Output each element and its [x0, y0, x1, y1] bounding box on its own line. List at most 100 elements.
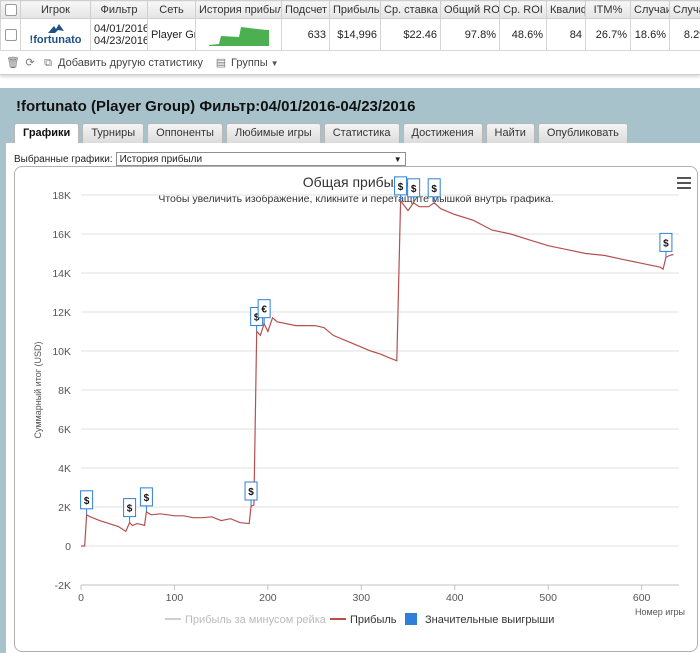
- x-tick-label: 200: [259, 592, 277, 604]
- stats-header-row: Игрок Фильтр Сеть История прибыли Подсче…: [0, 0, 700, 19]
- player-logo: !fortunato: [24, 23, 87, 46]
- page-title: !fortunato (Player Group) Фильтр:04/01/2…: [16, 98, 416, 115]
- big-win-flag-symbol: $: [411, 184, 417, 195]
- y-tick-label: 18K: [52, 190, 71, 202]
- y-tick-label: -2K: [55, 580, 71, 592]
- col-header-itm[interactable]: ITM%: [585, 0, 631, 19]
- chart-menu-button[interactable]: [677, 177, 691, 189]
- legend-swatch: [405, 613, 417, 625]
- col-header-avg-roi[interactable]: Ср. ROI: [499, 0, 547, 19]
- cases-cell: 18.6%: [630, 18, 670, 51]
- tab-bar: Графики Турниры Оппоненты Любимые игры С…: [14, 123, 631, 144]
- table-row[interactable]: !fortunato 04/01/2016 - 04/23/2016 Playe…: [0, 18, 700, 51]
- col-header-player[interactable]: Игрок: [20, 0, 91, 19]
- big-win-flag-symbol: $: [431, 184, 437, 195]
- filter-cell: 04/01/2016 - 04/23/2016: [90, 18, 148, 51]
- avg-roi-cell: 48.6%: [499, 18, 547, 51]
- big-win-flag: [659, 232, 673, 252]
- col-header-filter[interactable]: Фильтр: [90, 0, 148, 19]
- network-cell: Player Gr: [147, 18, 196, 51]
- profit-chart[interactable]: Общая прибыль Чтобы увеличить изображение…: [14, 166, 698, 652]
- col-header-cases[interactable]: Случаи: [630, 0, 670, 19]
- player-logo-text: !fortunato: [29, 34, 82, 46]
- refresh-icon[interactable]: ⟳: [25, 57, 35, 69]
- big-win-flag: [394, 176, 408, 196]
- tab-favorite-games[interactable]: Любимые игры: [225, 123, 321, 143]
- tab-publish[interactable]: Опубликовать: [537, 123, 628, 143]
- chart-select-label: Выбранные графики:: [14, 153, 113, 165]
- row-checkbox[interactable]: [0, 18, 21, 51]
- qualif-cell: 84: [546, 18, 586, 51]
- big-win-flag-symbol: $: [663, 238, 669, 249]
- itm-cell: 26.7%: [585, 18, 631, 51]
- y-axis-label: Суммарный итог (USD): [33, 341, 43, 438]
- col-header-total-roi[interactable]: Общий ROI: [440, 0, 500, 19]
- stats-table: Игрок Фильтр Сеть История прибыли Подсче…: [0, 0, 700, 51]
- big-win-flag: [257, 299, 271, 319]
- groups-dropdown[interactable]: Группы: [231, 57, 268, 69]
- x-tick-label: 400: [446, 592, 464, 604]
- big-win-flag: [123, 498, 137, 518]
- y-tick-label: 10K: [52, 346, 71, 358]
- big-win-flag: [139, 487, 153, 507]
- big-win-flag-symbol: $: [144, 493, 150, 504]
- chevron-down-icon[interactable]: ▼: [270, 58, 279, 68]
- y-tick-label: 6K: [58, 424, 71, 436]
- col-header-profit-history[interactable]: История прибыли: [195, 0, 282, 19]
- add-stats-icon[interactable]: ⧉: [44, 57, 52, 69]
- x-tick-label: 500: [539, 592, 557, 604]
- x-tick-label: 600: [633, 592, 651, 604]
- cases-cell-2: 8.2%: [669, 18, 700, 51]
- chart-select-value: История прибыли: [119, 153, 203, 165]
- x-tick-label: 300: [353, 592, 371, 604]
- stats-toolbar: 🗑 ⟳ ⧉ Добавить другую статистику ▤ Групп…: [0, 54, 700, 72]
- x-tick-label: 0: [78, 592, 84, 604]
- tab-find[interactable]: Найти: [485, 123, 535, 143]
- col-header-cases-2[interactable]: Случаи: [669, 0, 700, 19]
- col-header-count[interactable]: Подсчет: [281, 0, 330, 19]
- legend-item: Прибыль: [350, 614, 397, 626]
- tab-charts[interactable]: Графики: [14, 123, 80, 144]
- col-header-network[interactable]: Сеть: [147, 0, 196, 19]
- filter-from: 04/01/2016 -: [94, 22, 148, 35]
- big-win-flag-symbol: $: [254, 313, 260, 324]
- y-tick-label: 0: [65, 541, 71, 553]
- x-tick-label: 100: [166, 592, 184, 604]
- y-tick-label: 12K: [52, 307, 71, 319]
- filter-to: 04/23/2016: [94, 34, 148, 47]
- y-tick-label: 4K: [58, 463, 71, 475]
- profit-cell: $14,996: [329, 18, 381, 51]
- count-cell: 633: [281, 18, 330, 51]
- col-header-qualif[interactable]: Квалиф: [546, 0, 586, 19]
- tab-achievements[interactable]: Достижения: [402, 123, 483, 143]
- player-cell[interactable]: !fortunato: [20, 18, 91, 51]
- chart-select[interactable]: История прибыли ▼: [115, 152, 406, 166]
- tab-tournaments[interactable]: Турниры: [82, 123, 145, 143]
- big-win-flag-symbol: $: [248, 487, 254, 498]
- legend-item: Прибыль за минусом рейка: [185, 614, 327, 626]
- add-stats-link[interactable]: Добавить другую статистику: [58, 57, 203, 69]
- tab-opponents[interactable]: Оппоненты: [147, 123, 223, 143]
- bird-logo-icon: [47, 24, 64, 33]
- trash-icon[interactable]: 🗑: [6, 57, 20, 69]
- big-win-flag: [80, 490, 94, 510]
- avg-stake-cell: $22.46: [380, 18, 441, 51]
- group-panel: !fortunato (Player Group) Фильтр:04/01/2…: [0, 88, 700, 653]
- big-win-flag: [407, 178, 421, 198]
- profit-history-cell[interactable]: [195, 18, 282, 51]
- col-header-profit[interactable]: Прибыль: [329, 0, 381, 19]
- chevron-down-icon[interactable]: ▼: [393, 154, 402, 164]
- profit-chart-svg[interactable]: Общая прибыль Чтобы увеличить изображение…: [15, 167, 697, 651]
- big-win-flag-symbol: €: [261, 305, 267, 316]
- stats-panel: Игрок Фильтр Сеть История прибыли Подсче…: [0, 0, 700, 75]
- profit-series-line: [81, 199, 674, 547]
- x-axis-label: Номер игры: [635, 607, 685, 617]
- y-tick-label: 14K: [52, 268, 71, 280]
- groups-icon[interactable]: ▤: [215, 57, 227, 69]
- y-tick-label: 16K: [52, 229, 71, 241]
- select-all-checkbox[interactable]: [0, 0, 21, 19]
- legend-item: Значительные выигрыши: [425, 614, 554, 626]
- col-header-avg-stake[interactable]: Ср. ставка: [380, 0, 441, 19]
- big-win-flag-symbol: $: [84, 496, 90, 507]
- tab-statistics[interactable]: Статистика: [323, 123, 400, 143]
